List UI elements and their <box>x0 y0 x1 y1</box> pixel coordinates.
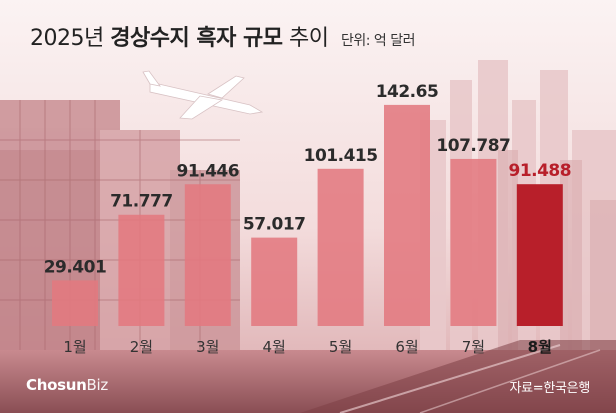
bar-1 <box>52 280 98 326</box>
bar-7 <box>450 158 497 326</box>
category-label-2: 2월 <box>130 338 153 356</box>
category-label-8: 8월 <box>528 338 552 356</box>
title-year: 2025년 <box>30 26 104 51</box>
source-note: 자료=한국은행 <box>509 381 590 396</box>
value-label-1: 29.401 <box>44 257 107 277</box>
bar-4 <box>251 237 298 326</box>
category-label-4: 4월 <box>263 338 286 356</box>
category-label-1: 1월 <box>63 338 86 356</box>
unit-label: 단위: 억 달러 <box>340 33 416 49</box>
title-rest: 추이 <box>288 26 329 51</box>
bar-6 <box>384 104 430 326</box>
title-bold: 경상수지 흑자 규모 <box>110 26 283 51</box>
category-label-6: 6월 <box>395 338 418 356</box>
airplane-icon <box>142 70 264 120</box>
value-label-2: 71.777 <box>110 192 173 212</box>
category-label-3: 3월 <box>196 338 219 356</box>
category-label-5: 5월 <box>329 338 352 356</box>
bar-8 <box>516 184 563 326</box>
value-label-5: 101.415 <box>304 146 378 166</box>
chart-title: 2025년 경상수지 흑자 규모 추이 단위: 억 달러 <box>30 20 416 52</box>
value-label-3: 91.446 <box>176 161 239 181</box>
value-label-4: 57.017 <box>243 215 306 235</box>
bar-5 <box>317 168 364 326</box>
chosunbiz-logo: ChosunBiz <box>26 376 108 394</box>
value-label-7: 107.787 <box>436 136 510 156</box>
bar-3 <box>184 184 231 326</box>
category-label-7: 7월 <box>462 338 485 356</box>
value-label-8: 91.488 <box>508 161 571 181</box>
bar-2 <box>118 214 165 326</box>
value-label-6: 142.65 <box>376 82 439 102</box>
